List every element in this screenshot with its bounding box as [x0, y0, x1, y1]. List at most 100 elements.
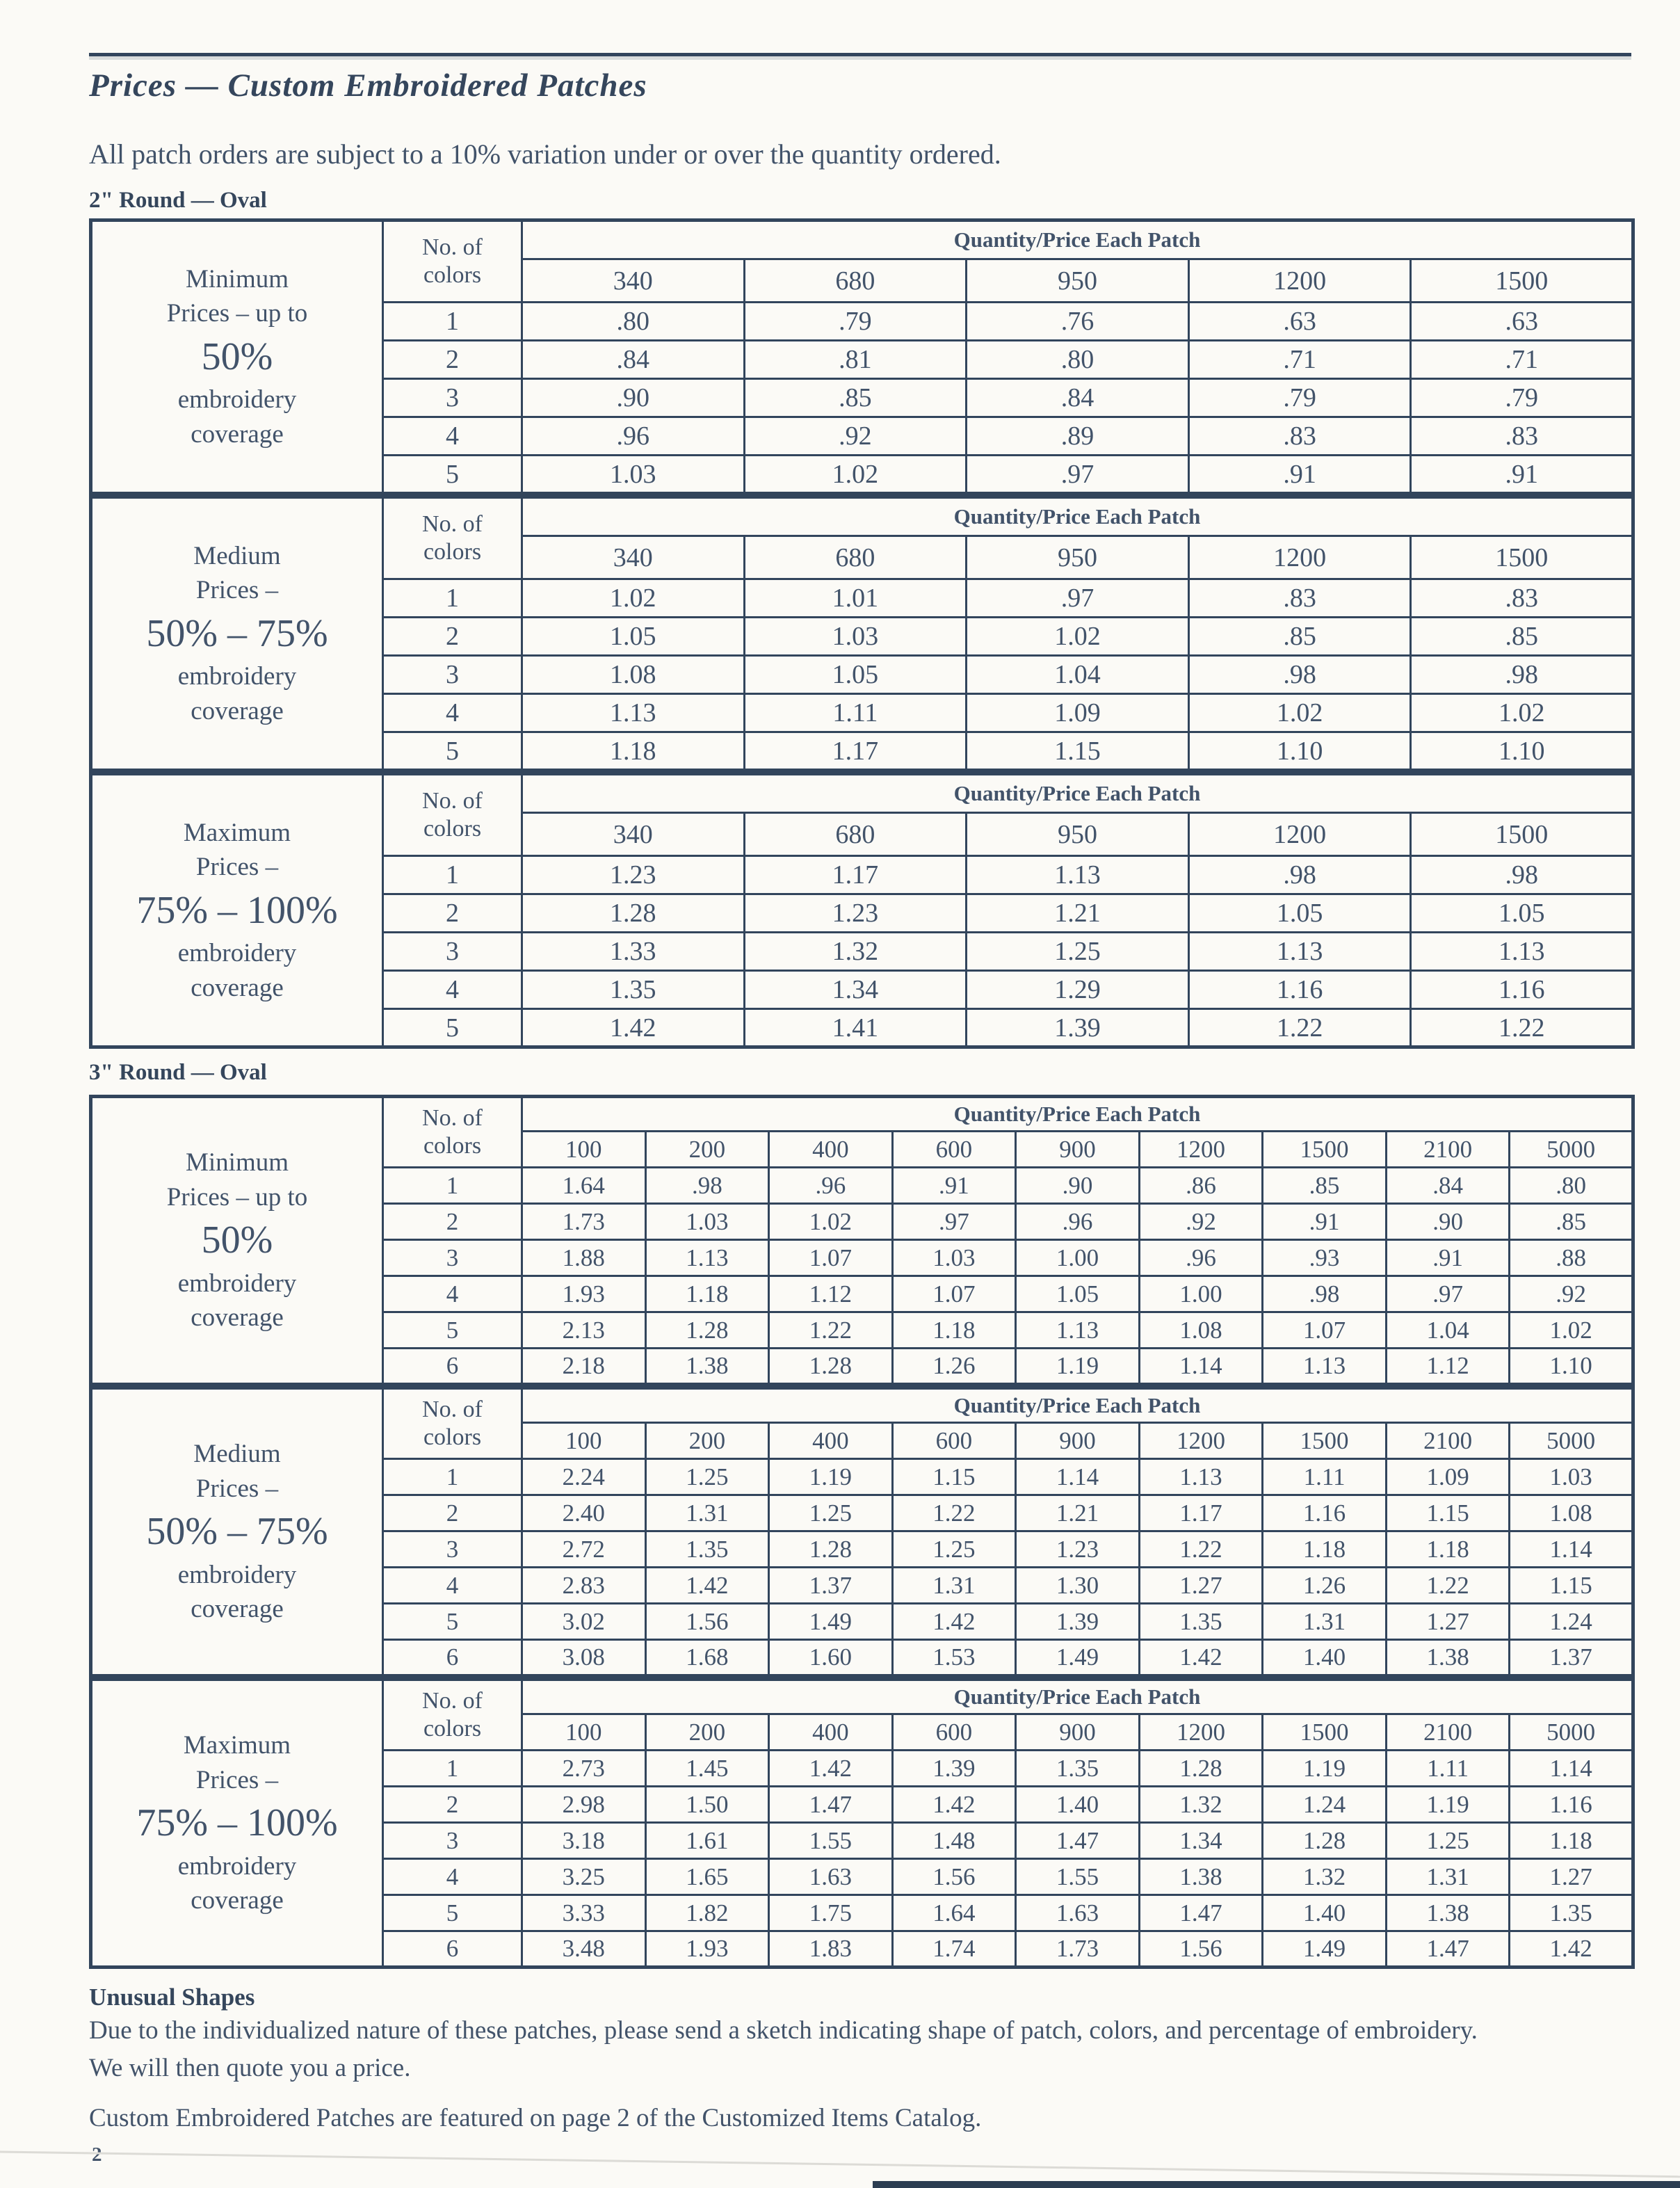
price-tables-2in-round-oval: Minimum Prices – up to 50% embroidery covera… — [89, 218, 1635, 1049]
price-row: 1 2.73 1.45 1.42 1.39 1.35 1.28 1.19 1.11 1.14 — [91, 1749, 1634, 1787]
price-row: 5 1.42 1.41 1.39 1.22 1.22 — [91, 1008, 1635, 1048]
price-cell: 3.02 — [521, 1602, 647, 1641]
price-cell: .91 — [1187, 454, 1412, 494]
page-number: 2 — [92, 2143, 102, 2166]
price-cell: 1.19 — [1261, 1749, 1387, 1787]
price-cell: 3.33 — [521, 1894, 647, 1932]
price-cell: 1.22 — [1384, 1566, 1511, 1604]
colors-count-cell: 2 — [382, 1494, 523, 1532]
price-cell: 1.28 — [1138, 1749, 1264, 1787]
price-cell: 1.56 — [891, 1858, 1017, 1896]
quantity-tier-cell: 340 — [521, 258, 745, 303]
price-cell: 1.13 — [965, 855, 1190, 895]
coverage-label-line: coverage — [191, 696, 284, 725]
price-cell: 1.31 — [644, 1494, 770, 1532]
no-of-colors-header-line2: colors — [423, 1133, 482, 1159]
price-cell: 2.73 — [521, 1749, 647, 1787]
colors-count-cell: 4 — [382, 1275, 523, 1313]
quantity-tier-cell: 2100 — [1384, 1130, 1511, 1168]
price-cell: 1.82 — [644, 1894, 770, 1932]
price-cell: 1.07 — [768, 1239, 894, 1277]
price-cell: .90 — [1015, 1166, 1140, 1205]
coverage-label-line: Prices – — [195, 853, 279, 882]
coverage-label: Maximum Prices – 75% – 100% embroidery cover… — [90, 773, 384, 1048]
scan-edge-strip — [873, 2181, 1680, 2188]
coverage-label: Medium Prices – 50% – 75% embroidery coverag… — [90, 1387, 384, 1677]
price-cell: 2.18 — [521, 1347, 647, 1385]
quantity-tier-cell: 400 — [768, 1713, 894, 1751]
price-cell: 1.19 — [1015, 1347, 1140, 1385]
price-cell: .83 — [1187, 578, 1412, 618]
price-row: 5 1.03 1.02.97.91.91 — [91, 454, 1635, 494]
quantity-tier-cell: 1200 — [1138, 1713, 1264, 1751]
price-cell: 1.25 — [891, 1530, 1017, 1568]
price-cell: 1.29 — [965, 970, 1190, 1010]
price-cell: 1.23 — [521, 855, 745, 895]
price-cell: .98 — [1187, 654, 1412, 695]
price-cell: 1.10 — [1410, 731, 1635, 771]
unusual-shapes-text-line2: We will then quote you a price. — [89, 2054, 411, 2082]
price-cell: .91 — [891, 1166, 1017, 1205]
colors-count-cell: 4 — [382, 416, 523, 456]
price-cell: 1.07 — [891, 1275, 1017, 1313]
no-of-colors-header: No. of colors — [382, 1678, 523, 1751]
coverage-label-line: Maximum — [183, 818, 291, 847]
coverage-label-line: Medium — [193, 541, 281, 570]
price-cell: 1.14 — [1138, 1347, 1264, 1385]
price-cell: .98 — [1261, 1275, 1387, 1313]
price-row: 6 2.18 1.38 1.28 1.26 1.19 1.14 1.13 1.12 1.10 — [91, 1347, 1634, 1385]
colors-count-cell: 4 — [382, 970, 523, 1010]
price-cell: 1.33 — [521, 931, 745, 972]
quantity-tier-cell: 950 — [965, 535, 1190, 580]
coverage-label-line: coverage — [191, 419, 284, 449]
price-cell: 1.15 — [891, 1458, 1017, 1496]
price-cell: 1.02 — [521, 578, 745, 618]
quantity-tier-cell: 1200 — [1138, 1130, 1264, 1168]
price-cell: .63 — [1410, 301, 1635, 341]
price-row: 1 2.24 1.25 1.19 1.15 1.14 1.13 1.11 1.09 1.03 — [91, 1458, 1634, 1496]
price-cell: 1.23 — [1015, 1530, 1140, 1568]
no-of-colors-header-line1: No. of — [422, 510, 483, 537]
price-cell: .96 — [521, 416, 745, 456]
price-cell: 1.13 — [1138, 1458, 1264, 1496]
colors-count-cell: 3 — [382, 1530, 523, 1568]
price-cell: 1.13 — [1015, 1311, 1140, 1349]
price-cell: 1.12 — [768, 1275, 894, 1313]
price-table-3in-block-1: Medium Prices – 50% – 75% embroidery coverag… — [89, 1386, 1635, 1678]
price-cell: 1.13 — [1261, 1347, 1387, 1385]
scan-artifact-line — [0, 2150, 1680, 2179]
price-cell: .85 — [1508, 1202, 1634, 1241]
price-row: 4 1.93 1.18 1.12 1.07 1.05 1.00.98.97.92 — [91, 1275, 1634, 1313]
price-cell: 1.17 — [743, 855, 968, 895]
no-of-colors-header-line2: colors — [423, 539, 482, 565]
price-cell: 1.48 — [891, 1821, 1017, 1860]
price-cell: .80 — [1508, 1166, 1634, 1205]
price-cell: 1.18 — [521, 731, 745, 771]
price-cell: .79 — [1410, 378, 1635, 418]
price-cell: .85 — [743, 378, 968, 418]
coverage-label: Minimum Prices – up to 50% embroidery covera… — [90, 219, 384, 494]
price-cell: 1.02 — [743, 454, 968, 494]
price-table-3in-block-0: Minimum Prices – up to 50% embroidery covera… — [89, 1095, 1635, 1386]
price-cell: 1.03 — [644, 1202, 770, 1241]
quantity-tier-cell: 400 — [768, 1422, 894, 1460]
quantity-tier-cell: 2100 — [1384, 1422, 1511, 1460]
price-cell: 1.64 — [521, 1166, 647, 1205]
price-cell: 1.53 — [891, 1639, 1017, 1677]
price-cell: .96 — [768, 1166, 894, 1205]
quantity-tier-cell: 680 — [743, 258, 968, 303]
price-cell: 1.63 — [1015, 1894, 1140, 1932]
quantity-tier-cell: 1200 — [1187, 258, 1412, 303]
price-cell: 3.25 — [521, 1858, 647, 1896]
price-cell: 2.83 — [521, 1566, 647, 1604]
price-cell: 1.63 — [768, 1858, 894, 1896]
price-row: 1 1.23 1.17 1.13.98.98 — [91, 855, 1635, 895]
price-tables-3in-round-oval: Minimum Prices – up to 50% embroidery covera… — [89, 1095, 1635, 1969]
price-cell: 2.98 — [521, 1785, 647, 1824]
price-cell: 1.03 — [521, 454, 745, 494]
price-row: 3 3.18 1.61 1.55 1.48 1.47 1.34 1.28 1.25 1.18 — [91, 1821, 1634, 1860]
coverage-label-line: embroidery — [177, 1851, 297, 1881]
colors-count-cell: 3 — [382, 654, 523, 695]
price-cell: 1.35 — [1015, 1749, 1140, 1787]
quantity-tier-cell: 600 — [891, 1713, 1017, 1751]
